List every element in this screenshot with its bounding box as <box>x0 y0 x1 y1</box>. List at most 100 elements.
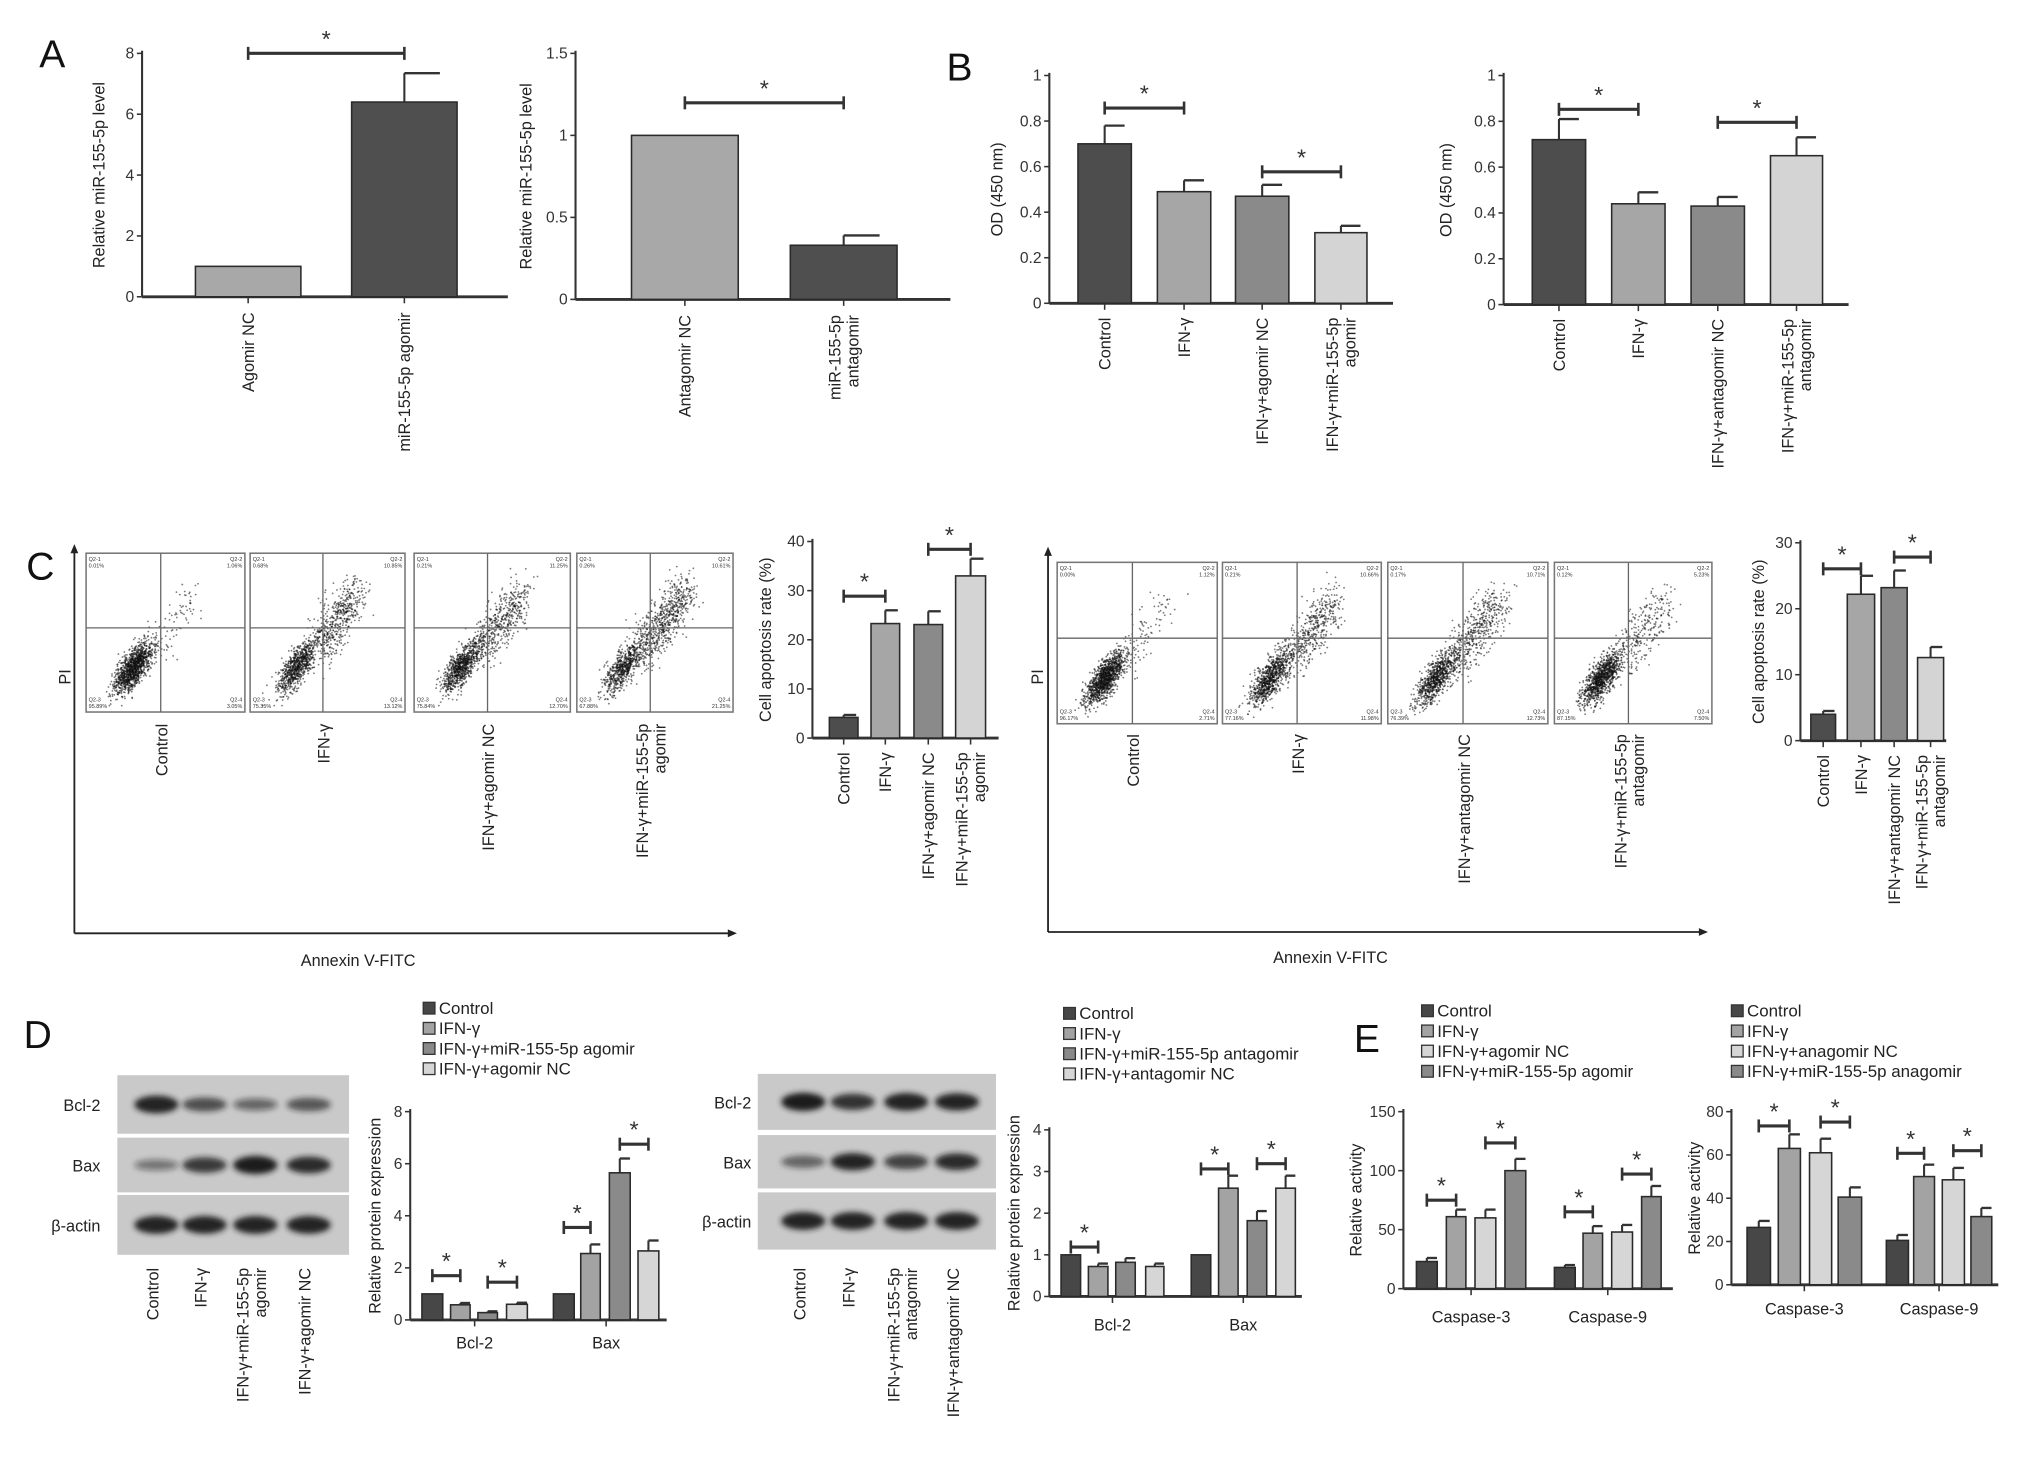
event-dot <box>311 640 314 642</box>
y-tick-label: 8 <box>394 1104 403 1121</box>
event-dot <box>451 674 453 677</box>
event-dot <box>683 589 685 591</box>
event-dot <box>268 698 271 701</box>
event-dot <box>497 640 499 643</box>
event-dot <box>511 634 514 637</box>
event-dot <box>335 649 338 652</box>
event-dot <box>507 618 510 621</box>
event-dot <box>127 690 130 693</box>
event-dot <box>477 621 480 624</box>
event-dot <box>296 650 298 653</box>
bar <box>1275 1187 1297 1298</box>
event-dot <box>171 628 174 631</box>
event-dot <box>505 593 508 596</box>
legend-label: Control <box>1079 1004 1134 1023</box>
event-dot <box>634 612 637 615</box>
event-dot <box>320 652 323 655</box>
event-dot <box>509 611 512 614</box>
event-dot <box>479 655 482 658</box>
x-category-label: Control <box>1551 319 1569 371</box>
event-dot <box>293 653 296 656</box>
event-dot <box>355 603 358 606</box>
event-dot <box>474 638 477 640</box>
legend-swatch <box>1420 1024 1434 1038</box>
bar <box>421 1293 444 1321</box>
event-dot <box>304 652 307 655</box>
significance-star: * <box>1908 530 1917 556</box>
event-dot <box>455 682 457 685</box>
event-dot <box>346 607 349 609</box>
quadrant-name: Q2-4 <box>556 698 568 704</box>
event-dot <box>145 654 148 657</box>
event-dot <box>468 662 471 665</box>
event-dot <box>662 639 665 642</box>
event-dot <box>123 672 126 675</box>
event-dot <box>460 660 463 663</box>
event-dot <box>129 671 132 673</box>
legend-swatch <box>1420 1064 1434 1078</box>
event-dot <box>447 694 450 697</box>
event-dot <box>180 611 182 614</box>
legend-swatch <box>1730 1024 1744 1038</box>
event-dot <box>302 677 305 680</box>
quadrant-name: Q2-4 <box>390 698 402 704</box>
event-dot <box>285 695 288 698</box>
event-dot <box>616 687 618 690</box>
event-dot <box>134 652 137 654</box>
event-dot <box>128 653 131 656</box>
event-dot <box>331 605 334 608</box>
event-dot <box>117 684 119 687</box>
legend-label: IFN-γ+antagomir NC <box>1079 1065 1234 1084</box>
event-dot <box>135 660 138 663</box>
legend-label: Control <box>1437 1002 1492 1021</box>
event-dot <box>447 685 450 688</box>
bar <box>1808 1151 1833 1286</box>
event-dot <box>290 682 292 684</box>
event-dot <box>456 677 459 680</box>
event-dot <box>330 653 333 656</box>
event-dot <box>114 673 117 676</box>
event-dot <box>650 653 653 656</box>
event-dot <box>633 651 636 654</box>
event-dot <box>618 690 621 692</box>
event-dot <box>682 590 685 593</box>
event-dot <box>175 612 177 614</box>
event-dot <box>320 622 323 625</box>
event-dot <box>450 659 453 662</box>
bar <box>1837 1196 1863 1286</box>
y-tick-label: 20 <box>1706 1234 1724 1251</box>
event-dot <box>309 667 311 670</box>
event-dot <box>482 655 485 658</box>
event-dot <box>518 606 521 609</box>
event-dot <box>503 629 506 632</box>
event-dot <box>480 643 483 646</box>
event-dot <box>138 661 141 664</box>
event-dot <box>490 618 493 621</box>
event-dot <box>510 637 513 640</box>
event-dot <box>154 656 157 659</box>
bar <box>1582 1232 1604 1290</box>
event-dot <box>504 598 507 601</box>
event-dot <box>621 685 624 687</box>
event-dot <box>120 695 123 698</box>
event-dot <box>527 592 529 595</box>
event-dot <box>506 611 508 614</box>
event-dot <box>467 672 470 674</box>
event-dot <box>480 641 482 644</box>
event-dot <box>435 683 438 686</box>
event-dot <box>664 613 667 616</box>
event-dot <box>346 628 349 631</box>
legend-label: IFN-γ+miR-155-5p agomir <box>439 1039 635 1058</box>
event-dot <box>493 665 495 667</box>
legend-label: IFN-γ <box>1437 1022 1479 1041</box>
event-dot <box>290 672 293 675</box>
event-dot <box>281 682 284 685</box>
event-dot <box>488 637 491 640</box>
event-dot <box>147 645 150 648</box>
event-dot <box>327 640 330 643</box>
event-dot <box>500 620 502 623</box>
event-dot <box>522 596 525 599</box>
quadrant-percent: 12.70% <box>549 704 568 710</box>
